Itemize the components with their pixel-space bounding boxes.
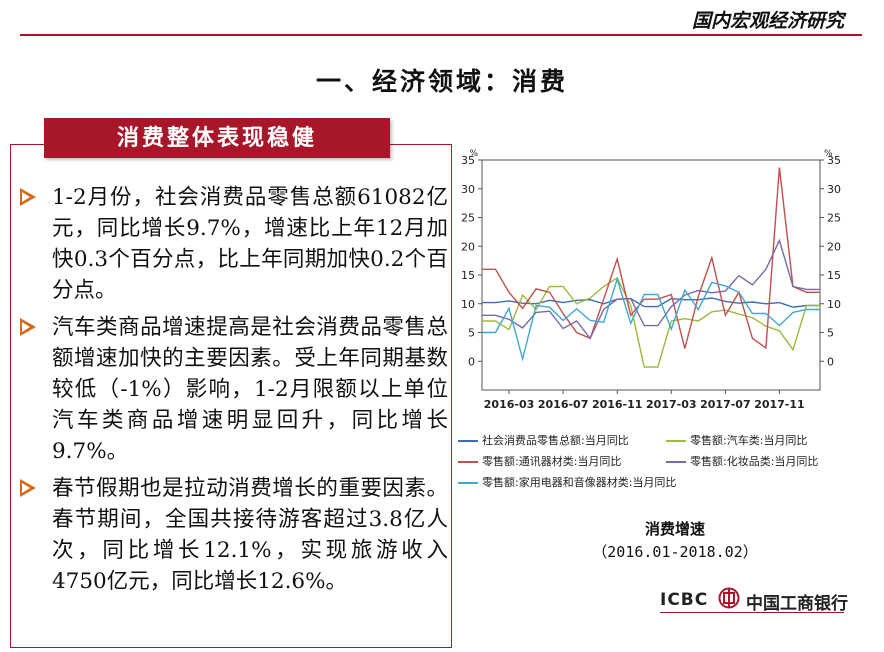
legend-item-appliance: 零售额:家用电器和音像器材类:当月同比 (458, 474, 676, 490)
x-tick-label: 2016-11 (592, 398, 643, 411)
legend-label: 零售额:化妆品类:当月同比 (690, 455, 819, 468)
x-tick-label: 2017-11 (754, 398, 805, 411)
arrow-bullet-icon (20, 479, 36, 497)
consumption-growth-chart: 0 0 5 5 10 10 15 15 20 20 25 25 30 30 35 35% % 2016-03 201… (461, 149, 841, 411)
legend-label: 零售额:家用电器和音像器材类:当月同比 (482, 476, 677, 489)
plot-frame (481, 159, 821, 391)
logo-text-en: ICBC (660, 590, 709, 610)
logo-text-cn: 中国工商银行 (746, 594, 848, 614)
y-tick-label-right: 0 (827, 355, 834, 368)
x-tick-label: 2016-07 (538, 398, 589, 411)
bullet-text: 汽车类商品增速提高是社会消费品零售总额增速加快的主要因素。受上年同期基数较低（-… (52, 315, 448, 464)
y-tick-label-left: 30 (461, 183, 475, 196)
y-tick-label-right: 35 (827, 154, 841, 167)
bullet-item: 汽车类商品增速提高是社会消费品零售总额增速加快的主要因素。受上年同期基数较低（-… (18, 312, 448, 467)
y-tick-label-left: 25 (461, 212, 475, 225)
y-tick-label-right: 10 (827, 298, 841, 311)
y-tick-label-right: 20 (827, 240, 841, 253)
legend-item-auto: 零售额:汽车类:当月同比 (666, 432, 807, 448)
series-line-4 (482, 276, 820, 362)
arrow-bullet-icon (20, 188, 36, 206)
header-divider (20, 34, 862, 36)
legend-label: 社会消费品零售总额:当月同比 (482, 434, 629, 447)
y-tick-label-right: 25 (827, 212, 841, 225)
legend-swatch (458, 461, 478, 463)
series-line-1 (482, 276, 820, 368)
series-line-3 (482, 238, 820, 340)
bullet-text: 春节假期也是拉动消费增长的重要因素。春节期间，全国共接待游客超过3.8亿人次，同… (52, 476, 448, 594)
y-tick-label-left: 20 (461, 240, 475, 253)
legend-swatch (458, 482, 478, 484)
series-line-2 (482, 167, 820, 350)
chart-caption-title: 消费增速 (644, 520, 705, 538)
x-tick-label: 2017-03 (646, 398, 697, 411)
section-title: 一、经济领域：消费 (315, 67, 568, 96)
bullet-text: 1-2月份，社会消费品零售总额61082亿元，同比增长9.7%，增速比上年12月… (52, 185, 448, 303)
x-tick-label: 2016-03 (484, 398, 534, 411)
y-unit-right: % (824, 149, 833, 159)
bullet-item: 1-2月份，社会消费品零售总额61082亿元，同比增长9.7%，增速比上年12月… (18, 182, 448, 306)
header-title: 国内宏观经济研究 (691, 10, 844, 32)
y-tick-label-left: 15 (461, 269, 475, 282)
y-unit-left: % (469, 149, 478, 159)
series-line-0 (482, 297, 820, 308)
summary-box-heading: 消费整体表现稳健 (44, 118, 390, 158)
bullet-list: 1-2月份，社会消费品零售总额61082亿元，同比增长9.7%，增速比上年12月… (18, 182, 448, 603)
legend-item-cosmetics: 零售额:化妆品类:当月同比 (666, 453, 818, 469)
legend-item-total: 社会消费品零售总额:当月同比 (458, 432, 629, 448)
y-tick-label-right: 5 (827, 327, 834, 340)
legend-label: 零售额:汽车类:当月同比 (690, 434, 808, 447)
x-tick-label: 2017-07 (700, 398, 751, 411)
chart-caption-range: （2016.01-2018.02） (592, 543, 758, 561)
logo-underline (660, 612, 844, 613)
icbc-emblem-icon (718, 587, 740, 609)
y-tick-label-right: 30 (827, 183, 841, 196)
legend-label: 零售额:通讯器材类:当月同比 (482, 455, 622, 468)
y-tick-label-left: 0 (468, 355, 475, 368)
arrow-bullet-icon (20, 318, 36, 336)
legend-swatch (458, 440, 478, 442)
legend-swatch (666, 440, 686, 442)
bullet-item: 春节假期也是拉动消费增长的重要因素。春节期间，全国共接待游客超过3.8亿人次，同… (18, 473, 448, 597)
legend-item-telecom: 零售额:通讯器材类:当月同比 (458, 453, 621, 469)
y-tick-label-left: 10 (461, 298, 475, 311)
y-tick-label-left: 35 (461, 154, 475, 167)
y-tick-label-right: 15 (827, 269, 841, 282)
y-tick-label-left: 5 (468, 327, 475, 340)
legend-swatch (666, 461, 686, 463)
